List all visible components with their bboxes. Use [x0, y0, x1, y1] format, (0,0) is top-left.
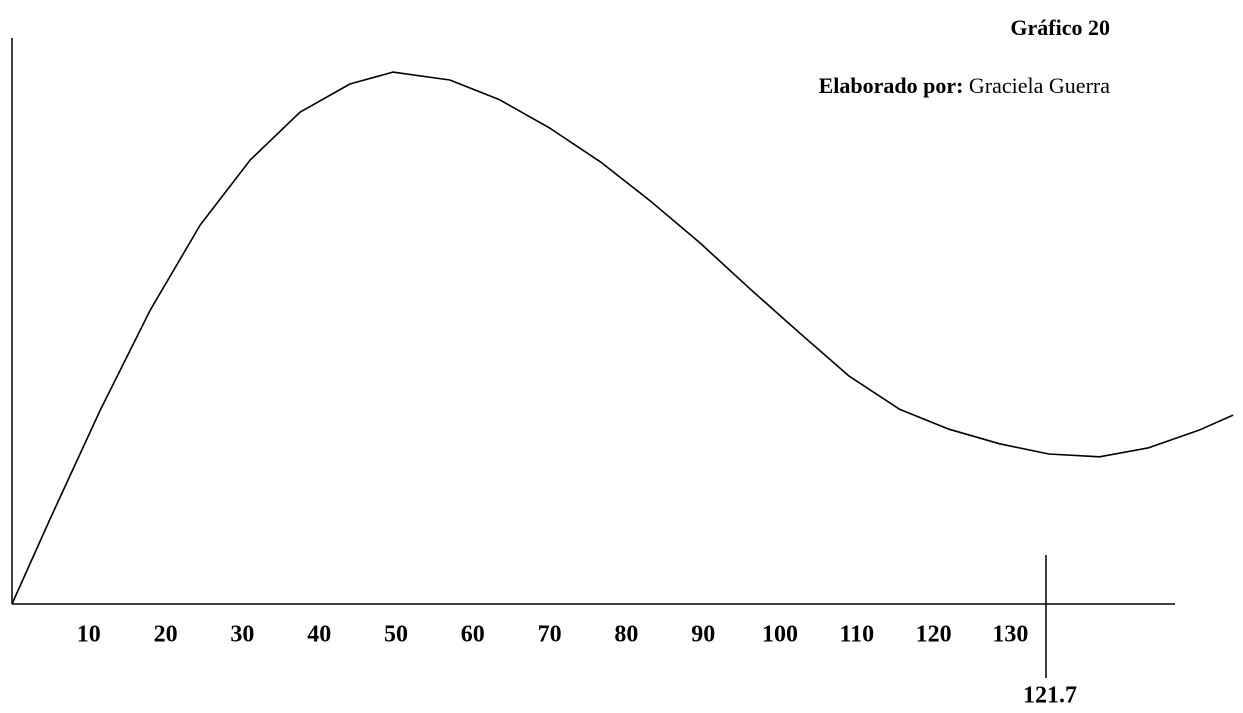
x-tick-label: 100: [762, 622, 798, 648]
chart-title: Gráfico 20: [1010, 15, 1110, 40]
annotation: 121.7: [1023, 683, 1077, 709]
credit-label: Elaborado por:: [819, 73, 964, 98]
x-tick-label: 40: [307, 622, 331, 648]
credit-name: Graciela Guerra: [969, 73, 1110, 98]
x-tick-label: 110: [839, 622, 874, 648]
x-tick-label: 120: [916, 622, 952, 648]
curve: [11, 71, 1234, 605]
x-tick-label: 130: [992, 622, 1028, 648]
x-tick-label: 50: [384, 622, 408, 648]
x-tick-label: 90: [691, 622, 715, 648]
x-tick-label: 60: [461, 622, 485, 648]
x-tick-label: 70: [538, 622, 562, 648]
x-tick-label: 20: [154, 622, 178, 648]
credit: Elaborado por: Graciela Guerra: [819, 73, 1111, 98]
x-tick-label: 80: [614, 622, 638, 648]
x-tick-label: 10: [77, 622, 101, 648]
x-tick-label: 30: [230, 622, 254, 648]
